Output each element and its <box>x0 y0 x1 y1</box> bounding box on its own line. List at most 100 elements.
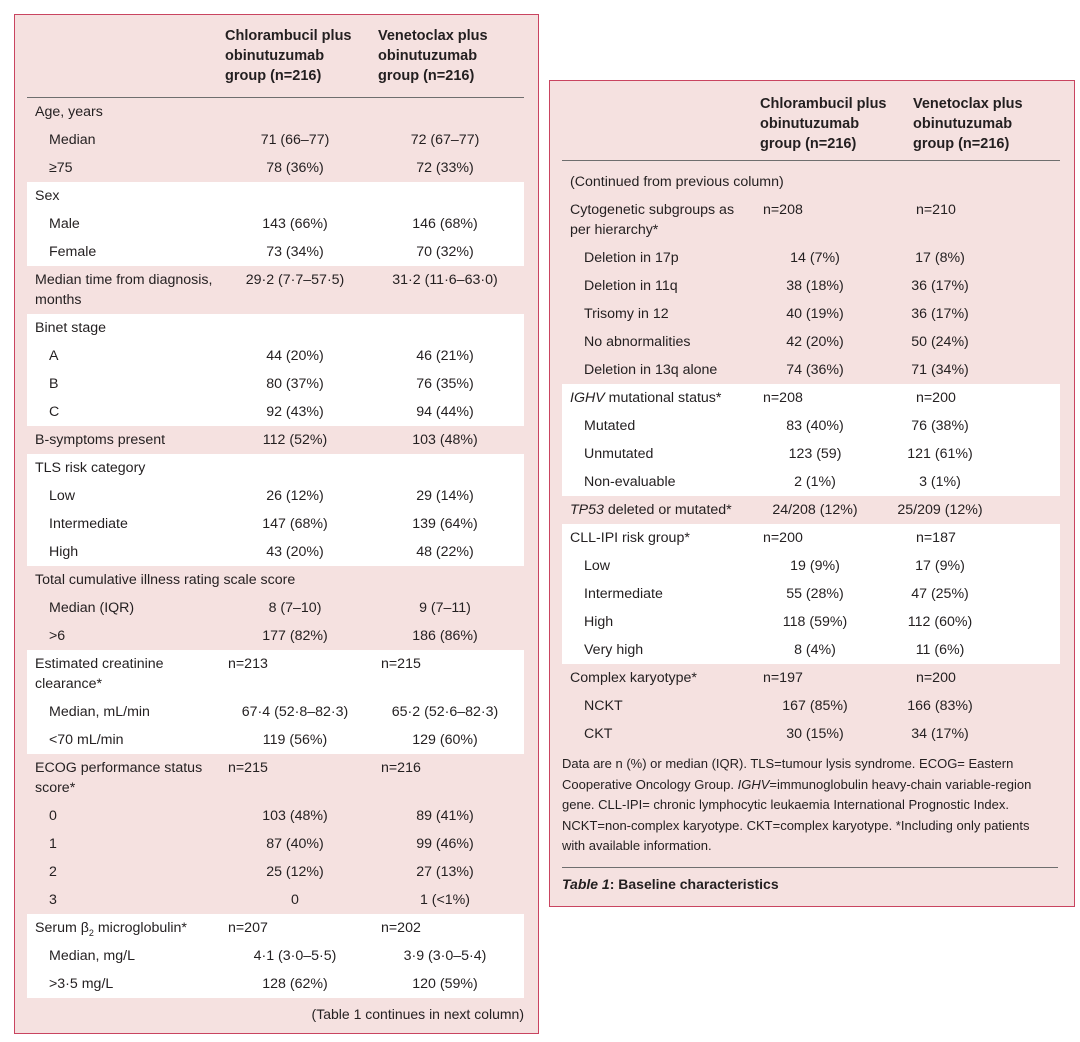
row-label-text: Median (IQR) <box>49 600 135 616</box>
row-label: Complex karyotype* <box>562 664 760 692</box>
caption-label: Table 1 <box>562 875 610 892</box>
table-row: ECOG performance status score* n=215 n=216 <box>27 754 524 802</box>
row-label-text: Male <box>49 216 80 232</box>
value-venetoclax: 36 (17%) <box>911 278 969 294</box>
table-body: Age, years Median 71 (66–77) 72 (67–77) ≥75 7… <box>27 98 524 998</box>
row-label-text: Serum β <box>35 920 89 936</box>
divider <box>562 866 1058 868</box>
row-label-text: B-symptoms present <box>35 432 166 448</box>
row-label: (Continued from previous column) <box>562 161 1060 196</box>
table-row: Serum β2 microglobulin* n=207 n=202 <box>27 914 524 942</box>
value-chlorambucil: n=207 <box>228 920 268 936</box>
value-venetoclax: n=187 <box>916 530 956 546</box>
value-chlorambucil: 87 (40%) <box>266 836 324 852</box>
row-label: C <box>27 398 225 426</box>
header-line: Venetoclax plus <box>378 28 488 44</box>
row-label: Non-evaluable <box>562 468 760 496</box>
row-group: B-symptoms present 112 (52%) 103 (48%) <box>27 426 524 454</box>
table-row: Complex karyotype* n=197 n=200 <box>562 664 1060 692</box>
header-line: obinutuzumab <box>378 48 478 64</box>
table-row: Cytogenetic subgroups as per hierarchy* n… <box>562 196 1060 244</box>
row-label: No abnormalities <box>562 328 760 356</box>
row-group: Binet stage A 44 (20%) 46 (21%) B 80 (37%) 76 … <box>27 314 524 426</box>
value-chlorambucil: 118 (59%) <box>782 614 848 630</box>
column-header-chlorambucil: Chlorambucil plus obinutuzumab group (n=21… <box>225 26 378 97</box>
value-venetoclax: 76 (38%) <box>911 418 969 434</box>
value-chlorambucil: 24/208 (12%) <box>772 502 858 518</box>
row-label-text: Deletion in 11q <box>584 278 678 294</box>
value-venetoclax: 3 (1%) <box>919 474 961 490</box>
value-chlorambucil: 25 (12%) <box>266 864 324 880</box>
row-group: Serum β2 microglobulin* n=207 n=202 Median,… <box>27 914 524 998</box>
row-label: NCKT <box>562 692 760 720</box>
row-label: >6 <box>27 622 225 650</box>
row-label-text: >6 <box>49 628 66 644</box>
caption-text: : Baseline characteristics <box>609 875 779 892</box>
header-line: obinutuzumab <box>913 116 1013 132</box>
row-group: Median time from diagnosis, months 29·2 (… <box>27 266 524 314</box>
value-chlorambucil: n=213 <box>228 656 268 672</box>
row-label-text: B <box>49 376 59 392</box>
value-venetoclax: 9 (7–11) <box>419 600 471 616</box>
value-venetoclax: 11 (6%) <box>915 642 965 658</box>
table-row: >6 177 (82%) 186 (86%) <box>27 622 524 650</box>
value-chlorambucil: 67·4 (52·8–82·3) <box>241 704 349 720</box>
row-label: Male <box>27 210 225 238</box>
row-label: ≥75 <box>27 154 225 182</box>
row-label-text: C <box>49 404 60 420</box>
row-label: Median, mL/min <box>27 698 225 726</box>
table-row: 2 25 (12%) 27 (13%) <box>27 858 524 886</box>
row-label-text: 1 <box>49 836 57 852</box>
value-venetoclax: 146 (68%) <box>412 216 478 232</box>
row-label: Trisomy in 12 <box>562 300 760 328</box>
row-group: Age, years Median 71 (66–77) 72 (67–77) ≥75 7… <box>27 98 524 182</box>
row-label-text: Non-evaluable <box>584 474 676 490</box>
value-venetoclax <box>378 454 512 458</box>
value-venetoclax: 103 (48%) <box>412 432 478 448</box>
value-venetoclax: 17 (8%) <box>915 250 965 266</box>
value-venetoclax <box>378 314 512 318</box>
row-label: Estimated creatinine clearance* <box>27 650 225 698</box>
value-venetoclax: 29 (14%) <box>416 488 474 504</box>
value-chlorambucil: n=197 <box>763 670 803 686</box>
row-label-text: 3 <box>49 892 57 908</box>
value-chlorambucil <box>225 454 365 458</box>
table-row: Very high 8 (4%) 11 (6%) <box>562 636 1060 664</box>
table-row: A 44 (20%) 46 (21%) <box>27 342 524 370</box>
value-chlorambucil: 128 (62%) <box>262 976 328 992</box>
row-label: Intermediate <box>27 510 225 538</box>
value-venetoclax: 89 (41%) <box>416 808 474 824</box>
row-label: Sex <box>27 182 225 210</box>
table-row: Male 143 (66%) 146 (68%) <box>27 210 524 238</box>
row-label: High <box>27 538 225 566</box>
row-label-text: Estimated creatinine clearance* <box>35 656 164 692</box>
row-label: Deletion in 11q <box>562 272 760 300</box>
value-chlorambucil: 8 (4%) <box>794 642 836 658</box>
column-header-venetoclax: Venetoclax plus obinutuzumab group (n=216) <box>378 26 524 97</box>
table-row: ≥75 78 (36%) 72 (33%) <box>27 154 524 182</box>
value-venetoclax: 25/209 (12%) <box>897 502 983 518</box>
row-label-text: A <box>49 348 59 364</box>
row-label: Low <box>562 552 760 580</box>
table-row: IGHV mutational status* n=208 n=200 <box>562 384 1060 412</box>
table-row: High 43 (20%) 48 (22%) <box>27 538 524 566</box>
table-row: Median (IQR) 8 (7–10) 9 (7–11) <box>27 594 524 622</box>
value-venetoclax: 36 (17%) <box>911 306 969 322</box>
table-row: Estimated creatinine clearance* n=213 n=21… <box>27 650 524 698</box>
value-venetoclax: n=200 <box>916 390 956 406</box>
value-venetoclax: 186 (86%) <box>412 628 478 644</box>
row-label-text: Female <box>49 244 97 260</box>
row-label-text: Cytogenetic subgroups as per hierarchy* <box>570 202 735 238</box>
row-label: Median, mg/L <box>27 942 225 970</box>
table-row: Female 73 (34%) 70 (32%) <box>27 238 524 266</box>
value-chlorambucil: 40 (19%) <box>786 306 844 322</box>
row-label: Very high <box>562 636 760 664</box>
continues-note: (Table 1 continues in next column) <box>311 1006 524 1022</box>
row-label-text: High <box>584 614 614 630</box>
row-label-text: No abnormalities <box>584 334 691 350</box>
table-caption: Table 1: Baseline characteristics <box>562 874 1060 894</box>
table-row: TP53 deleted or mutated* 24/208 (12%) 25/2… <box>562 496 1060 524</box>
value-chlorambucil: 4·1 (3·0–5·5) <box>253 948 337 964</box>
row-label: 2 <box>27 858 225 886</box>
value-venetoclax: 48 (22%) <box>416 544 474 560</box>
